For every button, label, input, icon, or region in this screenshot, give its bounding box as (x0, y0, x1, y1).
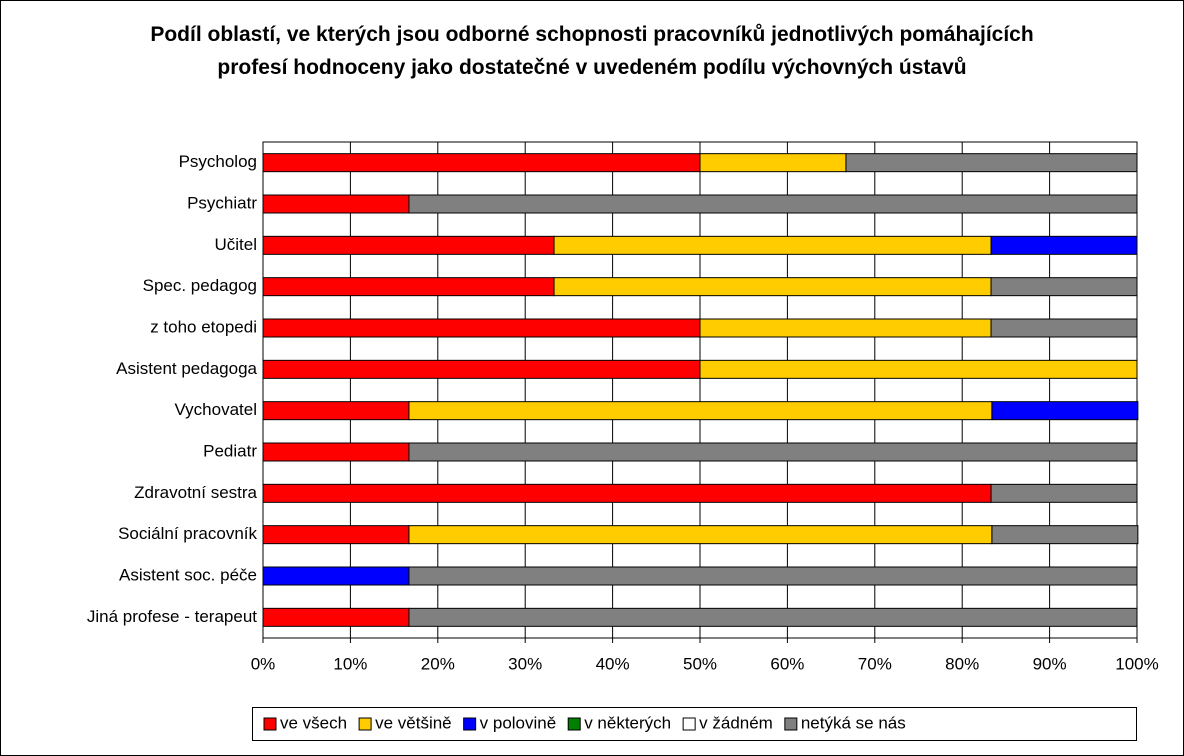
x-tick-label: 30% (508, 654, 542, 673)
y-tick-label: Jiná profese - terapeut (87, 607, 257, 626)
y-tick-label: Sociální pracovník (118, 524, 257, 543)
bar-segment (990, 483, 1138, 503)
bar-segment (408, 401, 993, 421)
bar-segment (845, 153, 1138, 173)
legend-swatch (263, 717, 277, 731)
x-tick-label: 10% (333, 654, 367, 673)
bar-segment (699, 153, 847, 173)
chart-title: Podíl oblastí, ve kterých jsou odborné s… (150, 23, 1034, 79)
bar-segment (408, 607, 1138, 627)
x-tick-label: 50% (683, 654, 717, 673)
x-tick-label: 100% (1115, 654, 1158, 673)
legend-label: ve všech (280, 713, 347, 732)
bar-segment (408, 525, 993, 545)
y-tick-label: Pediatr (203, 441, 257, 460)
bar-segment (990, 235, 1138, 255)
legend-swatch (567, 717, 581, 731)
y-tick-label: Učitel (214, 235, 257, 254)
bar-segment (553, 277, 992, 297)
bar-segment (262, 359, 701, 379)
bar-segment (262, 566, 410, 586)
y-tick-label: Asistent pedagoga (116, 359, 257, 378)
legend-swatch (358, 717, 372, 731)
bar-segment (991, 401, 1139, 421)
x-tick-label: 70% (858, 654, 892, 673)
y-tick-label: Zdravotní sestra (134, 483, 257, 502)
bar-segment (262, 442, 410, 462)
x-tick-label: 20% (421, 654, 455, 673)
y-tick-label: Asistent soc. péče (119, 565, 257, 584)
y-tick-label: z toho etopedi (150, 317, 257, 336)
x-tick-label: 0% (251, 654, 276, 673)
bar-segment (262, 153, 701, 173)
bar-segment (262, 194, 410, 214)
legend-label: ve většině (375, 713, 452, 732)
bar-segment (408, 442, 1138, 462)
plot-border (262, 141, 1138, 639)
bar-segment (699, 359, 1138, 379)
x-tick-label: 80% (945, 654, 979, 673)
bar-segment (262, 277, 555, 297)
bar-segment (262, 235, 555, 255)
bar-segment (990, 277, 1138, 297)
bar-segment (262, 318, 701, 338)
y-tick-label: Spec. pedagog (143, 276, 257, 295)
y-tick-label: Psycholog (179, 152, 257, 171)
bar-segment (408, 194, 1138, 214)
legend-swatch (682, 717, 696, 731)
x-tick-label: 60% (770, 654, 804, 673)
bar-segment (262, 607, 410, 627)
legend-swatch (784, 717, 798, 731)
legend-label: v některých (584, 713, 671, 732)
legend-label: v žádném (699, 713, 773, 732)
bar-segment (262, 401, 410, 421)
y-tick-label: Vychovatel (174, 400, 257, 419)
bar-segment (991, 525, 1139, 545)
x-tick-label: 90% (1033, 654, 1067, 673)
y-tick-label: Psychiatr (187, 193, 257, 212)
legend-swatch (463, 717, 477, 731)
legend-label: v polovině (480, 713, 557, 732)
bar-segment (553, 235, 992, 255)
bar-segment (990, 318, 1138, 338)
bar-segment (262, 483, 992, 503)
bar-segment (262, 525, 410, 545)
bar-segment (699, 318, 992, 338)
x-tick-label: 40% (596, 654, 630, 673)
legend-label: netýká se nás (801, 713, 906, 732)
bar-segment (408, 566, 1138, 586)
